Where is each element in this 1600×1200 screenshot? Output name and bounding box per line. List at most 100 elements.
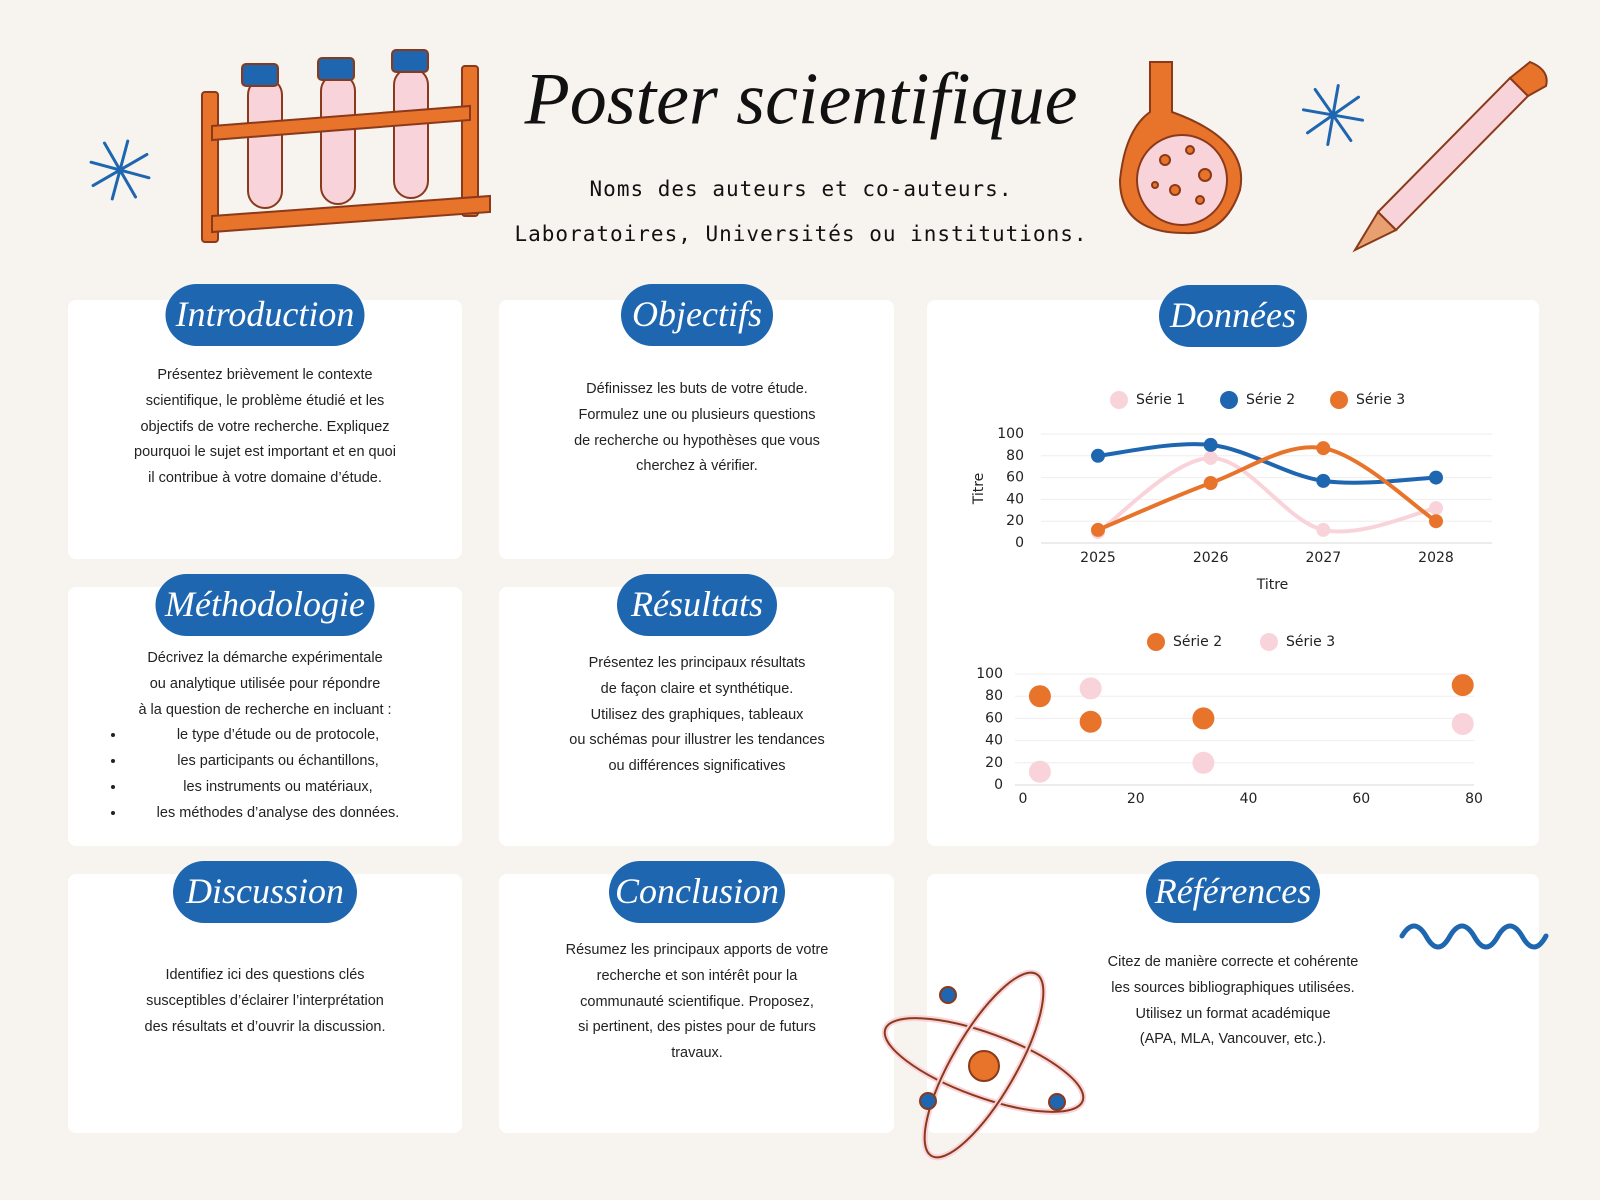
- x-tick-label: 60: [1352, 791, 1370, 807]
- authors: Noms des auteurs et co-auteurs.: [589, 177, 1013, 201]
- affiliations: Laboratoires, Universités ou institution…: [514, 222, 1088, 246]
- point: [1192, 751, 1215, 774]
- y-tick-label: 0: [1015, 535, 1024, 551]
- point: [1429, 514, 1443, 529]
- text-line: de façon claire et synthétique.: [600, 680, 794, 697]
- text-line: Utilisez un format académique: [1135, 1005, 1331, 1022]
- text-line: Présentez les principaux résultats: [588, 655, 806, 671]
- series-line: [1097, 445, 1438, 532]
- decoration: [89, 49, 1549, 1161]
- bullet-item: les méthodes d’analyse des données.: [126, 801, 430, 827]
- section-title: Résultats: [617, 574, 777, 636]
- y-tick-label: 40: [985, 733, 1003, 749]
- legend-label: Série 3: [1286, 634, 1335, 650]
- point: [1091, 448, 1105, 463]
- text-line: Présentez brièvement le contexte: [157, 367, 373, 383]
- point: [1203, 450, 1218, 465]
- point: [1316, 473, 1331, 488]
- y-tick-label: 80: [985, 688, 1003, 704]
- y-tick-label: 100: [976, 666, 1003, 682]
- point: [1028, 685, 1051, 708]
- legend-label: Série 2: [1173, 634, 1222, 650]
- text-line: scientifique, le problème étudié et les: [145, 392, 385, 409]
- text-line: Identifiez ici des questions clés: [165, 967, 365, 983]
- section-text: Décrivez la démarche expérimentale ou ana…: [100, 646, 430, 827]
- y-tick-label: 60: [1006, 470, 1024, 486]
- text-line: des résultats et d’ouvrir la discussion.: [144, 1018, 386, 1035]
- text-line: de recherche ou hypothèses que vous: [574, 432, 820, 449]
- point: [1091, 522, 1105, 537]
- text-line: ou schémas pour illustrer les tendances: [569, 732, 825, 749]
- text-line: Résumez les principaux apports de votre: [565, 942, 829, 958]
- section-text: Présentez brièvement le contexte scientif…: [85, 363, 445, 492]
- text-line: si pertinent, des pistes pour de futurs: [578, 1019, 816, 1036]
- text-line: Citez de manière correcte et cohérente: [1107, 954, 1359, 970]
- section-title: Conclusion: [609, 861, 785, 923]
- series-line: [1097, 442, 1437, 485]
- section-title: Méthodologie: [155, 574, 375, 636]
- y-axis-title: Titre: [971, 473, 987, 506]
- point: [1203, 437, 1218, 452]
- legend-marker: [1220, 391, 1238, 409]
- text-line: (APA, MLA, Vancouver, etc.).: [1139, 1031, 1327, 1048]
- text-line: Formulez une ou plusieurs questions: [578, 406, 816, 423]
- section-text: Définissez les buts de votre étude. Formu…: [517, 377, 877, 480]
- point: [1316, 522, 1331, 537]
- point: [1429, 470, 1443, 485]
- text-line: Décrivez la démarche expérimentale: [147, 650, 383, 666]
- text-line: ou analytique utilisée pour répondre: [149, 675, 381, 692]
- y-tick-label: 100: [997, 426, 1024, 442]
- y-tick-label: 40: [1006, 491, 1024, 507]
- text-line: travaux.: [671, 1045, 723, 1062]
- legend-marker: [1147, 633, 1165, 651]
- text-line: susceptibles d’éclairer l’interprétation: [146, 992, 384, 1009]
- legend-label: Série 3: [1356, 392, 1405, 408]
- x-tick-label: 2026: [1193, 550, 1229, 566]
- section-text: Résumez les principaux apports de votre r…: [517, 938, 877, 1067]
- x-tick-label: 2028: [1418, 550, 1454, 566]
- point: [1451, 712, 1474, 735]
- x-tick-label: 20: [1127, 791, 1145, 807]
- poster-title: Poster scientifique: [524, 58, 1078, 141]
- bullet-item: les instruments ou matériaux,: [126, 775, 430, 801]
- point: [1079, 710, 1102, 733]
- section-title: Objectifs: [621, 284, 773, 346]
- text-line: les sources bibliographiques utilisées.: [1111, 979, 1355, 996]
- text-line: il contribue à votre domaine d’étude.: [148, 470, 382, 487]
- x-tick-label: 2027: [1306, 550, 1342, 566]
- text-line: cherchez à vérifier.: [636, 458, 758, 475]
- x-tick-label: 80: [1465, 791, 1483, 807]
- point: [1203, 476, 1218, 491]
- legend-marker: [1110, 391, 1128, 409]
- legend-marker: [1260, 633, 1278, 651]
- y-tick-label: 20: [985, 755, 1003, 771]
- point: [1429, 501, 1443, 516]
- x-tick-label: 2025: [1080, 550, 1116, 566]
- card: [927, 300, 1539, 846]
- y-tick-label: 0: [994, 777, 1003, 793]
- text-line: recherche et son intérêt pour la: [596, 967, 798, 984]
- section-title: Introduction: [165, 284, 365, 346]
- x-axis-title: Titre: [1256, 577, 1289, 593]
- point: [1451, 674, 1474, 697]
- text-line: ou différences significatives: [608, 758, 786, 775]
- legend-label: Série 2: [1246, 392, 1295, 408]
- section-text: Identifiez ici des questions clés suscept…: [85, 963, 445, 1040]
- text-line: à la question de recherche en incluant :: [138, 701, 392, 718]
- legend-label: Série 1: [1136, 392, 1185, 408]
- point: [1079, 677, 1102, 700]
- text-line: objectifs de votre recherche. Expliquez: [140, 418, 390, 435]
- bullet-item: le type d’étude ou de protocole,: [126, 723, 430, 749]
- x-tick-label: 40: [1240, 791, 1258, 807]
- text-line: Définissez les buts de votre étude.: [586, 381, 808, 397]
- point: [1028, 760, 1051, 783]
- section-text: Citez de manière correcte et cohérente le…: [1053, 950, 1413, 1053]
- x-tick-label: 0: [1019, 791, 1028, 807]
- legend-marker: [1330, 391, 1348, 409]
- text-line: pourquoi le sujet est important et en qu…: [134, 444, 396, 461]
- bullet-list: le type d’étude ou de protocole,les part…: [100, 723, 430, 826]
- section-title: Données: [1159, 285, 1307, 347]
- y-tick-label: 60: [985, 710, 1003, 726]
